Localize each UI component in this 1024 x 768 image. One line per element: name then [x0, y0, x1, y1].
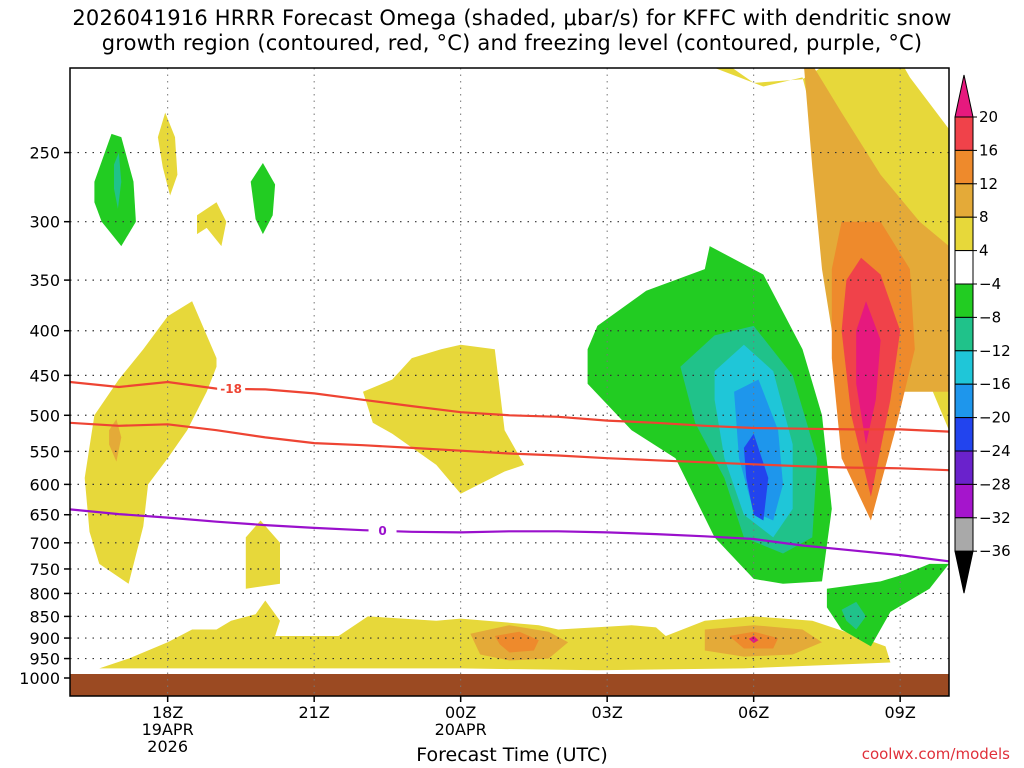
- colorbar-label-13: −36: [979, 542, 1011, 560]
- colorbar-label-7: −12: [979, 342, 1011, 360]
- ground-surface: [70, 674, 949, 696]
- omega-region-0: [714, 68, 949, 431]
- omega-region-24: [250, 163, 276, 235]
- colorbar-swatch-9: [954, 383, 974, 419]
- colorbar-swatch-4: [954, 216, 974, 252]
- contour-freezing-level: [70, 508, 949, 563]
- colorbar-label-3: 8: [979, 208, 989, 226]
- colorbar-swatch-6: [954, 283, 974, 318]
- contour-label-dgz-upper: -18: [220, 382, 242, 396]
- x-axis-label: Forecast Time (UTC): [416, 744, 608, 766]
- colorbar-label-2: 12: [979, 175, 998, 193]
- omega-region-9: [743, 433, 769, 521]
- contour-label-freezing-level: 0: [378, 524, 386, 538]
- omega-region-11: [109, 419, 122, 462]
- colorbar-swatch-10: [954, 417, 974, 452]
- y-tick-label-750: 750: [29, 560, 60, 579]
- contour-dgz-upper: [70, 380, 949, 433]
- x-tick-label-18Z: 18Z: [152, 703, 183, 722]
- colorbar-label-12: −32: [979, 509, 1011, 527]
- y-tick-label-700: 700: [29, 534, 60, 553]
- y-tick-label-400: 400: [29, 322, 60, 341]
- colorbar-label-6: −8: [979, 308, 1001, 326]
- omega-region-10: [84, 301, 217, 584]
- y-tick-label-500: 500: [29, 406, 60, 425]
- x-tick-date-18Z: 19APR: [142, 720, 194, 739]
- y-tick-label-300: 300: [29, 213, 60, 232]
- credit-text: coolwx.com/models: [861, 745, 1010, 763]
- contour-dgz-lower: [70, 421, 949, 472]
- colorbar-swatch-11: [954, 450, 974, 485]
- omega-shading: [84, 68, 949, 671]
- x-tick-year-18Z: 2026: [147, 737, 188, 756]
- y-tick-label-600: 600: [29, 475, 60, 494]
- omega-region-18: [494, 631, 539, 653]
- omega-region-14: [157, 112, 178, 196]
- x-tick-label-06Z: 06Z: [738, 703, 769, 722]
- colorbar-swatch-1: [954, 116, 974, 151]
- omega-region-26: [841, 601, 866, 630]
- y-tick-label-350: 350: [29, 271, 60, 290]
- colorbar-swatch-5: [954, 250, 974, 285]
- colorbar-label-0: 20: [979, 108, 998, 126]
- colorbar: 20 16 12 8 4 −4 −8 −12 −16 −20 −24 −28 −32 −36: [954, 74, 1011, 594]
- colorbar-label-1: 16: [979, 141, 998, 159]
- colorbar-swatch-2: [954, 149, 974, 185]
- y-tick-label-950: 950: [29, 650, 60, 669]
- y-tick-label-250: 250: [29, 144, 60, 163]
- y-tick-label-450: 450: [29, 366, 60, 385]
- x-tick-date-00Z: 20APR: [435, 720, 487, 739]
- x-tick-label-00Z: 00Z: [445, 703, 476, 722]
- colorbar-label-4: 4: [979, 242, 989, 260]
- temperature-contours: -18 0: [70, 380, 949, 563]
- colorbar-label-9: −20: [979, 409, 1011, 427]
- chart-title-line-2: growth region (contoured, red, °C) and f…: [101, 31, 923, 55]
- plot-frame: [69, 67, 950, 697]
- x-tick-label-03Z: 03Z: [592, 703, 623, 722]
- omega-region-21: [748, 636, 759, 644]
- y-tick-label-1000: 1000: [19, 669, 60, 688]
- y-tick-label-800: 800: [29, 584, 60, 603]
- colorbar-label-8: −16: [979, 375, 1011, 393]
- colorbar-swatch-8: [954, 350, 974, 385]
- y-tick-label-900: 900: [29, 629, 60, 648]
- colorbar-swatch-0: [954, 74, 974, 118]
- contour-label-bg-freezing-level: [368, 522, 397, 537]
- colorbar-swatch-14: [954, 550, 974, 594]
- colorbar-label-11: −28: [979, 475, 1011, 493]
- y-tick-label-650: 650: [29, 506, 60, 525]
- colorbar-swatch-3: [954, 183, 974, 218]
- x-tick-label-09Z: 09Z: [885, 703, 916, 722]
- omega-region-4: [856, 301, 881, 445]
- y-tick-label-850: 850: [29, 607, 60, 626]
- axes: 250 300 350 400 450 500 550 600 650 700 750 800 850 9…: [19, 144, 916, 756]
- y-tick-label-550: 550: [29, 442, 60, 461]
- colorbar-label-10: −24: [979, 442, 1011, 460]
- omega-region-13: [363, 344, 525, 494]
- chart-title-line-1: 2026041916 HRRR Forecast Omega (shaded, …: [72, 6, 952, 30]
- colorbar-label-5: −4: [979, 275, 1001, 293]
- omega-region-23: [114, 152, 122, 209]
- colorbar-swatch-13: [954, 517, 974, 552]
- omega-region-12: [245, 520, 280, 589]
- contour-label-bg-dgz-upper: [217, 380, 246, 395]
- x-tick-label-21Z: 21Z: [299, 703, 330, 722]
- colorbar-swatch-12: [954, 483, 974, 519]
- chart-title: 2026041916 HRRR Forecast Omega (shaded, …: [0, 6, 1024, 56]
- grid: [70, 68, 949, 696]
- colorbar-swatch-7: [954, 316, 974, 352]
- omega-region-15: [197, 202, 227, 247]
